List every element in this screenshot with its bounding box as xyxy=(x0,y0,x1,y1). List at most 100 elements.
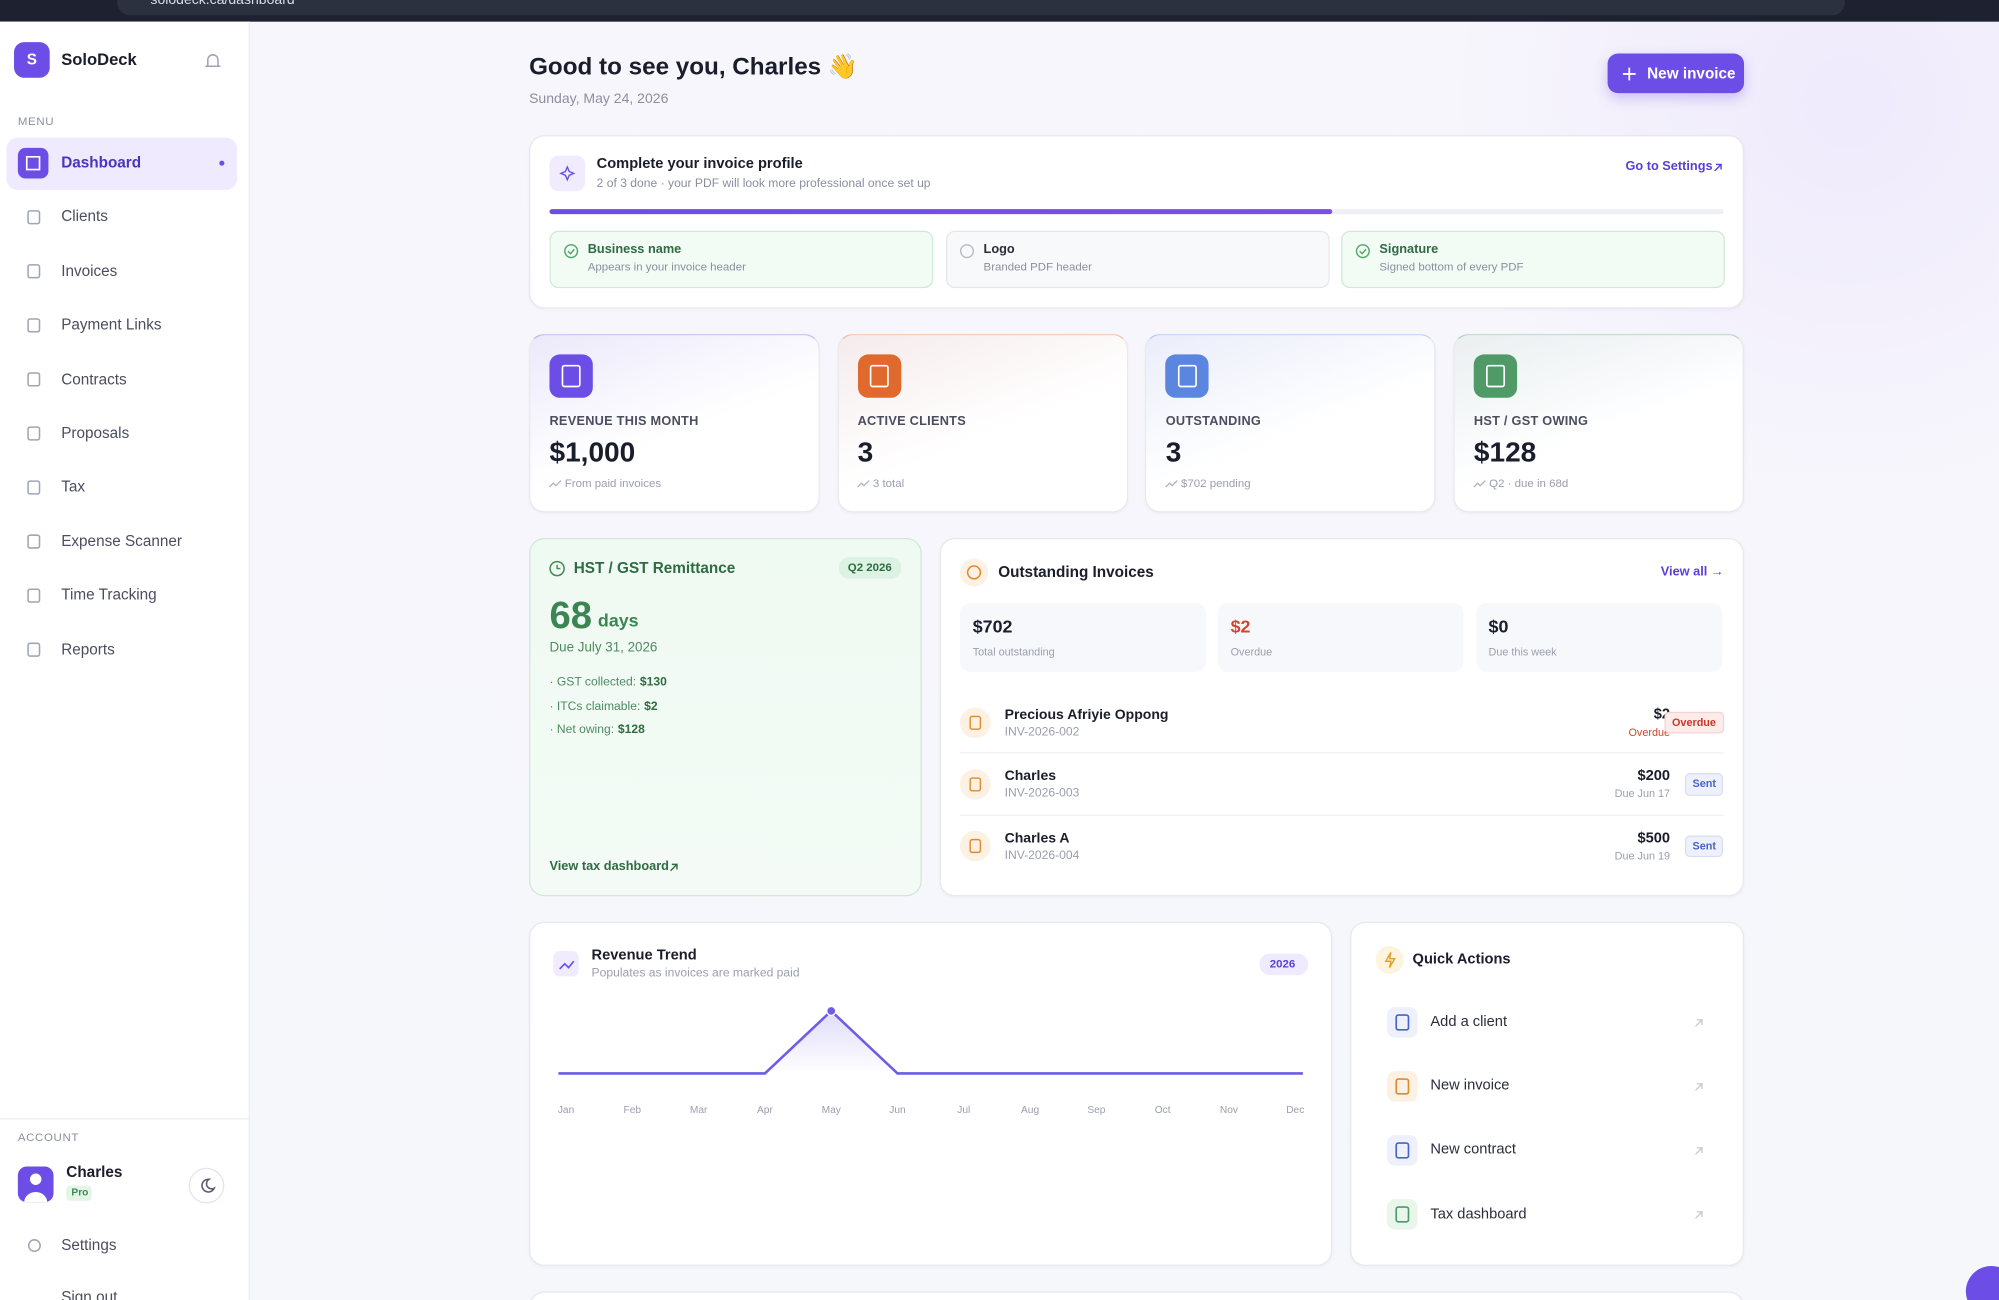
menu-heading: MENU xyxy=(17,114,55,128)
hst-days: 68 xyxy=(549,594,593,637)
stat-icon xyxy=(857,354,901,398)
quick-action[interactable] xyxy=(1370,1188,1723,1242)
menu-item[interactable]: Proposals xyxy=(61,423,130,442)
menu-item[interactable]: Invoices xyxy=(61,261,118,280)
hst-line-label: · GST collected: xyxy=(549,675,637,690)
hst-line-value: $2 xyxy=(644,698,658,714)
stat-card xyxy=(837,334,1128,513)
hst-badge xyxy=(838,557,902,579)
invoice-divider xyxy=(959,752,1724,754)
step-desc: Signed bottom of every PDF xyxy=(1379,260,1524,273)
url-text: solodeck.ca/dashboard xyxy=(150,0,294,8)
menu-item[interactable]: Dashboard xyxy=(61,153,142,172)
summary-label: Total outstanding xyxy=(972,645,1055,659)
menu-item[interactable]: Contracts xyxy=(61,369,127,388)
stat-note: Q2 · due in 68d xyxy=(1489,476,1569,490)
stat-label: ACTIVE CLIENTS xyxy=(857,414,966,429)
invoice-amount: $500 xyxy=(1637,830,1671,846)
stat-icon xyxy=(1165,354,1210,398)
new-invoice-label[interactable]: New invoice xyxy=(1647,64,1736,83)
invoice-due: Due Jun 17 xyxy=(1614,787,1671,801)
user-name: Charles xyxy=(66,1163,123,1182)
stat-label: REVENUE THIS MONTH xyxy=(549,414,699,429)
revenue-card xyxy=(529,921,1333,1266)
profile-step xyxy=(945,230,1330,289)
revenue-title: Revenue Trend xyxy=(591,948,697,964)
profile-step xyxy=(1341,230,1725,289)
menu-item[interactable]: Tax xyxy=(61,477,86,496)
invoice-client[interactable]: Charles xyxy=(1004,769,1057,785)
stat-value: $1,000 xyxy=(549,435,636,468)
hst-title: HST / GST Remittance xyxy=(573,558,736,577)
quick-action-label[interactable]: New invoice xyxy=(1430,1078,1510,1094)
stat-icon xyxy=(1473,354,1518,398)
stat-note: 3 total xyxy=(872,476,905,490)
sign-out-link[interactable]: Sign out xyxy=(61,1288,118,1300)
quick-action[interactable] xyxy=(1370,1060,1723,1114)
outstanding-card xyxy=(939,537,1745,897)
menu-item[interactable]: Payment Links xyxy=(61,315,162,334)
summary-value: $0 xyxy=(1488,616,1509,637)
invoice-divider xyxy=(959,814,1724,816)
hst-line-value: $130 xyxy=(639,675,667,690)
step-name: Logo xyxy=(983,242,1015,257)
hst-link[interactable]: View tax dashboard xyxy=(549,859,669,874)
invoice-client[interactable]: Precious Afriyie Oppong xyxy=(1004,707,1169,723)
next-card xyxy=(529,1291,1745,1300)
sidebar xyxy=(0,21,250,1300)
progress-fill xyxy=(549,209,1333,215)
stat-note: $702 pending xyxy=(1181,476,1251,490)
invoice-status: Overdue xyxy=(1664,711,1724,734)
hst-days-unit: days xyxy=(597,609,639,631)
hst-line-label: · ITCs claimable: xyxy=(549,698,641,714)
quick-actions-title: Quick Actions xyxy=(1412,951,1511,968)
invoice-status: Sent xyxy=(1684,834,1724,858)
quick-action-label[interactable]: New contract xyxy=(1430,1142,1516,1158)
hst-due: Due July 31, 2026 xyxy=(549,640,658,656)
date: Sunday, May 24, 2026 xyxy=(529,91,669,108)
menu-item[interactable]: Expense Scanner xyxy=(61,531,182,550)
plan-badge xyxy=(66,1185,92,1201)
profile-subtitle: 2 of 3 done · your PDF will look more pr… xyxy=(596,176,931,191)
settings-link[interactable]: Go to Settings xyxy=(1625,159,1713,175)
profile-step xyxy=(549,230,934,289)
view-all-link[interactable]: View all → xyxy=(1660,565,1724,580)
greeting: Good to see you, Charles 👋 xyxy=(529,54,859,82)
invoice-status: Sent xyxy=(1684,773,1724,796)
invoice-client[interactable]: Charles A xyxy=(1004,830,1070,846)
stat-value: 3 xyxy=(1165,435,1182,468)
url-field xyxy=(117,0,1845,16)
summary-tile xyxy=(1475,603,1722,672)
hst-line-label: · Net owing: xyxy=(549,722,615,737)
summary-tile xyxy=(1217,603,1464,672)
summary-value: $702 xyxy=(972,616,1013,637)
menu-item[interactable]: Time Tracking xyxy=(61,585,157,604)
brand-name: SoloDeck xyxy=(61,49,137,69)
outstanding-title: Outstanding Invoices xyxy=(998,562,1154,581)
profile-icon xyxy=(549,155,586,192)
plan-label: Pro xyxy=(71,1186,89,1198)
step-name: Signature xyxy=(1379,242,1439,257)
quick-action-label[interactable]: Add a client xyxy=(1430,1014,1508,1030)
quick-action[interactable] xyxy=(1370,996,1723,1050)
theme-toggle[interactable] xyxy=(188,1167,225,1204)
account-heading: ACCOUNT xyxy=(17,1130,80,1144)
summary-value: $2 xyxy=(1230,616,1251,637)
quick-action-label[interactable]: Tax dashboard xyxy=(1430,1206,1527,1222)
invoice-number: INV-2026-003 xyxy=(1004,786,1080,801)
summary-tile xyxy=(959,603,1207,672)
quick-action[interactable] xyxy=(1370,1124,1723,1178)
help-button[interactable] xyxy=(1965,1265,1999,1300)
step-desc: Branded PDF header xyxy=(983,260,1093,273)
menu-item[interactable]: Reports xyxy=(61,639,115,658)
stat-label: OUTSTANDING xyxy=(1165,414,1262,429)
summary-label: Overdue xyxy=(1230,645,1273,659)
menu-item[interactable]: Clients xyxy=(61,207,108,226)
stat-label: HST / GST OWING xyxy=(1473,414,1589,429)
invoice-due: Due Jun 19 xyxy=(1614,848,1671,862)
invoice-number: INV-2026-002 xyxy=(1004,725,1080,740)
settings-link[interactable]: Settings xyxy=(61,1235,117,1254)
year-badge xyxy=(1259,953,1309,976)
stat-value: $128 xyxy=(1473,435,1537,468)
